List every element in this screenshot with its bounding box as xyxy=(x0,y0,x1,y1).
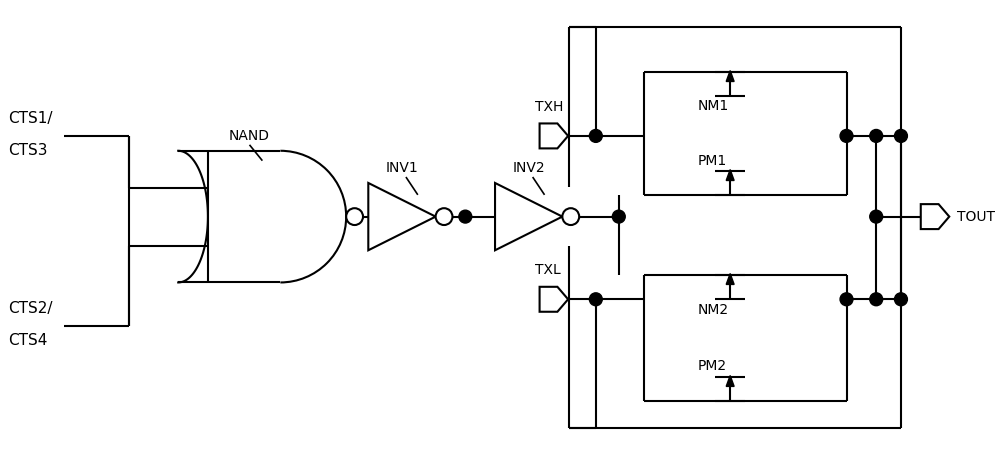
Circle shape xyxy=(870,210,883,223)
Text: CTS3: CTS3 xyxy=(8,143,47,158)
Circle shape xyxy=(870,130,883,142)
Polygon shape xyxy=(726,273,734,284)
Polygon shape xyxy=(726,375,734,386)
Polygon shape xyxy=(726,71,734,81)
Text: TXH: TXH xyxy=(535,100,563,114)
Text: NAND: NAND xyxy=(229,129,270,143)
Circle shape xyxy=(436,208,452,225)
Text: CTS1/: CTS1/ xyxy=(8,111,52,126)
Text: INV2: INV2 xyxy=(512,161,545,175)
Circle shape xyxy=(612,210,625,223)
Circle shape xyxy=(870,293,883,306)
Text: NM2: NM2 xyxy=(698,303,729,317)
Circle shape xyxy=(346,208,363,225)
Circle shape xyxy=(459,210,472,223)
Text: PM2: PM2 xyxy=(698,359,727,373)
Text: INV1: INV1 xyxy=(386,161,418,175)
Text: CTS2/: CTS2/ xyxy=(8,301,52,316)
Circle shape xyxy=(589,293,602,306)
Text: TXL: TXL xyxy=(535,263,560,278)
Circle shape xyxy=(895,293,907,306)
Circle shape xyxy=(589,130,602,142)
Circle shape xyxy=(895,130,907,142)
Polygon shape xyxy=(726,170,734,181)
Text: TOUT: TOUT xyxy=(957,210,995,223)
Text: PM1: PM1 xyxy=(698,154,727,168)
Circle shape xyxy=(840,293,853,306)
Circle shape xyxy=(840,130,853,142)
Text: NM1: NM1 xyxy=(698,99,729,113)
Circle shape xyxy=(562,208,579,225)
Text: CTS4: CTS4 xyxy=(8,333,47,348)
